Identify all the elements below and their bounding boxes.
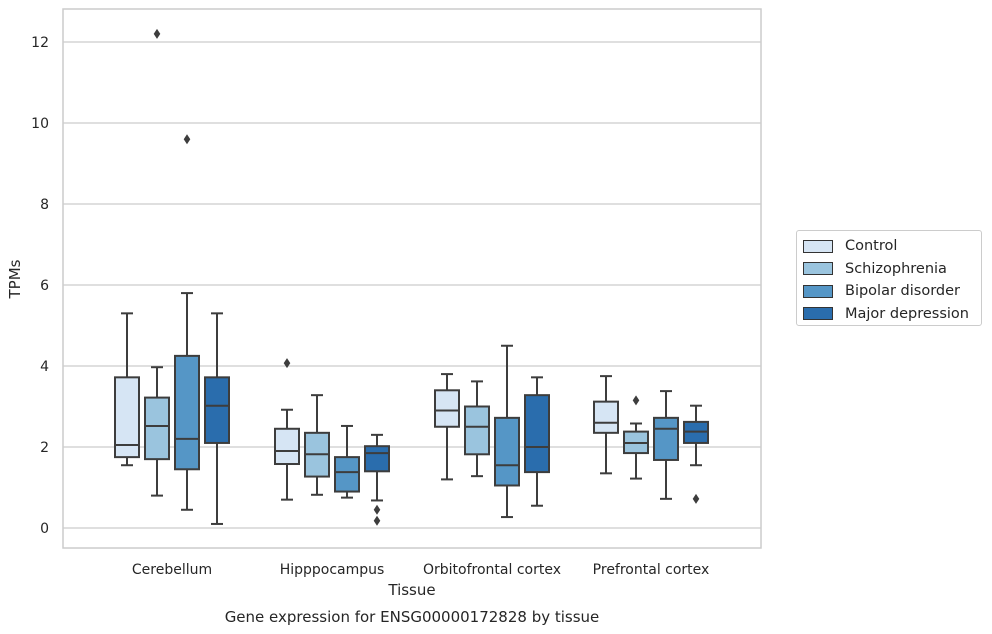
box-bipolar-disorder [334, 424, 360, 499]
plot-frame [62, 8, 762, 549]
box-major-depression [683, 404, 709, 504]
x-tick-label: Orbitofrontal cortex [423, 562, 561, 578]
legend-label: Bipolar disorder [845, 283, 960, 300]
outlier-point [373, 504, 381, 515]
outlier-point [153, 28, 161, 39]
box-iqr [593, 400, 619, 434]
box-bipolar-disorder [494, 344, 520, 519]
box-schizophrenia [464, 380, 490, 478]
box-iqr [144, 396, 170, 461]
x-tick-labels: Cerebellum Hipppocampus Orbitofrontal cort… [132, 562, 709, 578]
box-iqr [114, 376, 140, 459]
box-schizophrenia [623, 395, 649, 480]
legend-swatch [803, 262, 833, 276]
chart-caption: Gene expression for ENSG00000172828 by t… [225, 608, 600, 626]
legend-swatch [803, 284, 833, 298]
box-iqr [274, 427, 300, 466]
legend-swatch [803, 307, 833, 321]
outlier-point [373, 515, 381, 526]
box-iqr [334, 456, 360, 493]
box-plots [114, 28, 709, 526]
box-iqr [364, 445, 390, 473]
y-tick-labels: 0 2 4 6 8 10 12 [31, 35, 49, 537]
legend-label: Major depression [845, 305, 969, 322]
legend-item: Schizophrenia [803, 258, 981, 281]
box-major-depression [524, 376, 550, 507]
y-axis-label: TPMs [6, 259, 24, 299]
box-iqr [204, 376, 230, 444]
x-tick-label: Prefrontal cortex [593, 562, 710, 578]
box-iqr [494, 416, 520, 487]
x-tick-label: Hipppocampus [280, 562, 385, 578]
box-iqr [174, 354, 200, 471]
box-major-depression [204, 312, 230, 525]
box-iqr [524, 394, 550, 474]
y-tick-label: 4 [40, 359, 49, 375]
box-control [274, 358, 300, 501]
legend-label: Schizophrenia [845, 260, 947, 277]
box-bipolar-disorder [653, 390, 679, 500]
legend-item: Control [803, 235, 981, 258]
legend-swatch [803, 239, 833, 253]
box-iqr [653, 416, 679, 461]
x-axis-label: Tissue [387, 581, 435, 599]
y-tick-label: 8 [40, 197, 49, 213]
legend-item: Major depression [803, 303, 981, 326]
y-tick-label: 12 [31, 35, 49, 51]
box-iqr [434, 389, 460, 428]
legend-item: Bipolar disorder [803, 280, 981, 303]
box-control [114, 312, 140, 467]
outlier-point [183, 134, 191, 145]
box-schizophrenia [144, 28, 170, 497]
legend: Control Schizophrenia Bipolar disorder Majo… [796, 230, 982, 326]
box-control [434, 373, 460, 481]
y-tick-label: 0 [40, 521, 49, 537]
box-bipolar-disorder [174, 134, 200, 511]
outlier-point [283, 358, 291, 369]
outlier-point [692, 493, 700, 504]
box-major-depression [364, 433, 390, 526]
box-schizophrenia [304, 394, 330, 496]
y-tick-label: 6 [40, 278, 49, 294]
x-tick-label: Cerebellum [132, 562, 212, 578]
box-iqr [464, 405, 490, 456]
y-tick-label: 10 [31, 116, 49, 132]
box-control [593, 375, 619, 475]
outlier-point [632, 395, 640, 406]
legend-label: Control [845, 238, 898, 255]
y-tick-label: 2 [40, 440, 49, 456]
